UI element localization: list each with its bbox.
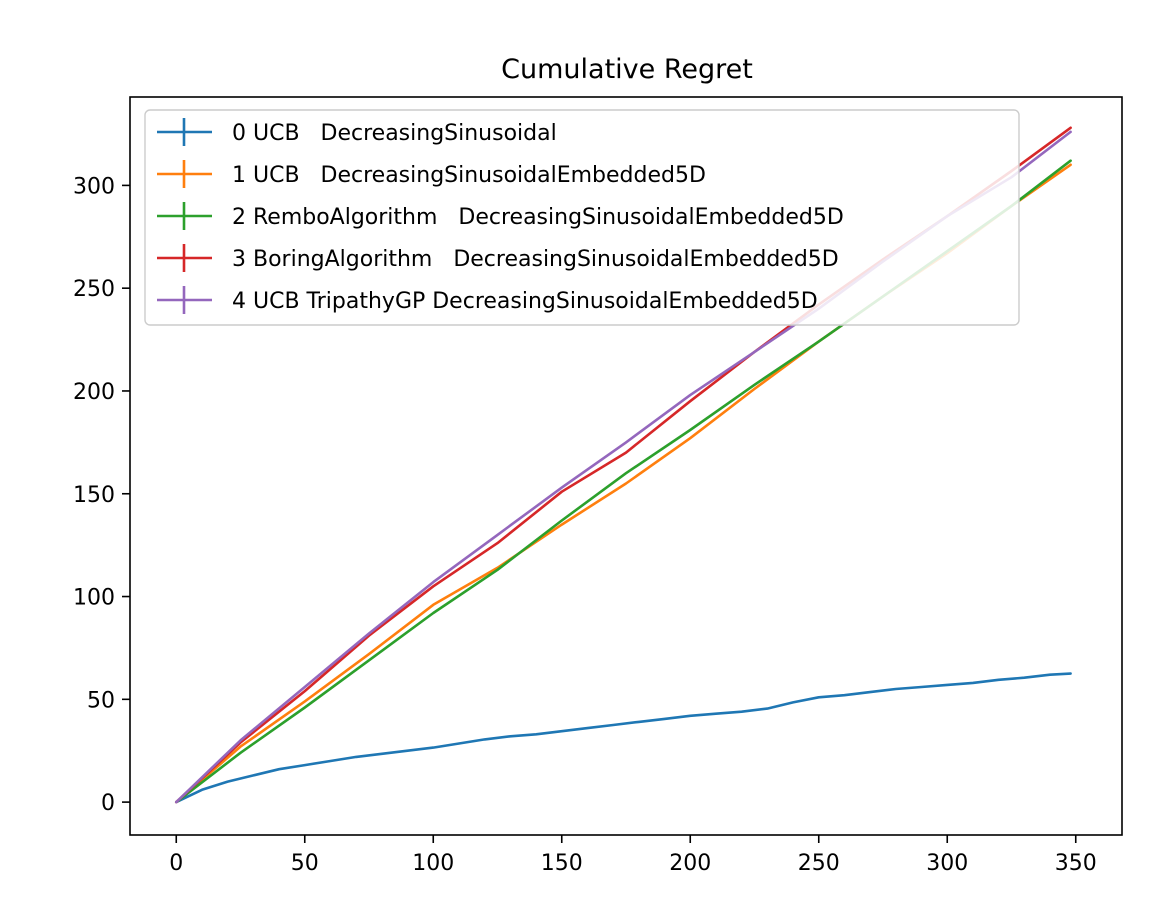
legend-label-1: 1 UCB DecreasingSinusoidalEmbedded5D bbox=[232, 163, 706, 188]
y-tick-label-2: 100 bbox=[73, 586, 115, 611]
y-tick-label-5: 250 bbox=[73, 277, 115, 302]
x-tick-label-0: 0 bbox=[169, 851, 183, 876]
y-tick-label-4: 200 bbox=[73, 380, 115, 405]
x-tick-label-4: 200 bbox=[669, 851, 711, 876]
y-tick-label-0: 0 bbox=[101, 791, 115, 816]
legend-label-2: 2 RemboAlgorithm DecreasingSinusoidalEmb… bbox=[232, 205, 844, 230]
legend-label-4: 4 UCB TripathyGP DecreasingSinusoidalEmb… bbox=[232, 289, 818, 314]
x-tick-label-2: 100 bbox=[412, 851, 454, 876]
x-tick-label-6: 300 bbox=[926, 851, 968, 876]
chart-title: Cumulative Regret bbox=[501, 54, 753, 85]
x-tick-label-1: 50 bbox=[291, 851, 319, 876]
legend-label-0: 0 UCB DecreasingSinusoidal bbox=[232, 121, 557, 146]
legend: 0 UCB DecreasingSinusoidal 1 UCB Decreasi… bbox=[145, 110, 1019, 325]
y-tick-label-6: 300 bbox=[73, 174, 115, 199]
x-tick-label-3: 150 bbox=[541, 851, 583, 876]
x-tick-label-5: 250 bbox=[798, 851, 840, 876]
x-tick-label-7: 350 bbox=[1055, 851, 1097, 876]
y-tick-label-1: 50 bbox=[87, 688, 115, 713]
legend-label-3: 3 BoringAlgorithm DecreasingSinusoidalEm… bbox=[232, 247, 839, 272]
y-tick-label-3: 150 bbox=[73, 483, 115, 508]
